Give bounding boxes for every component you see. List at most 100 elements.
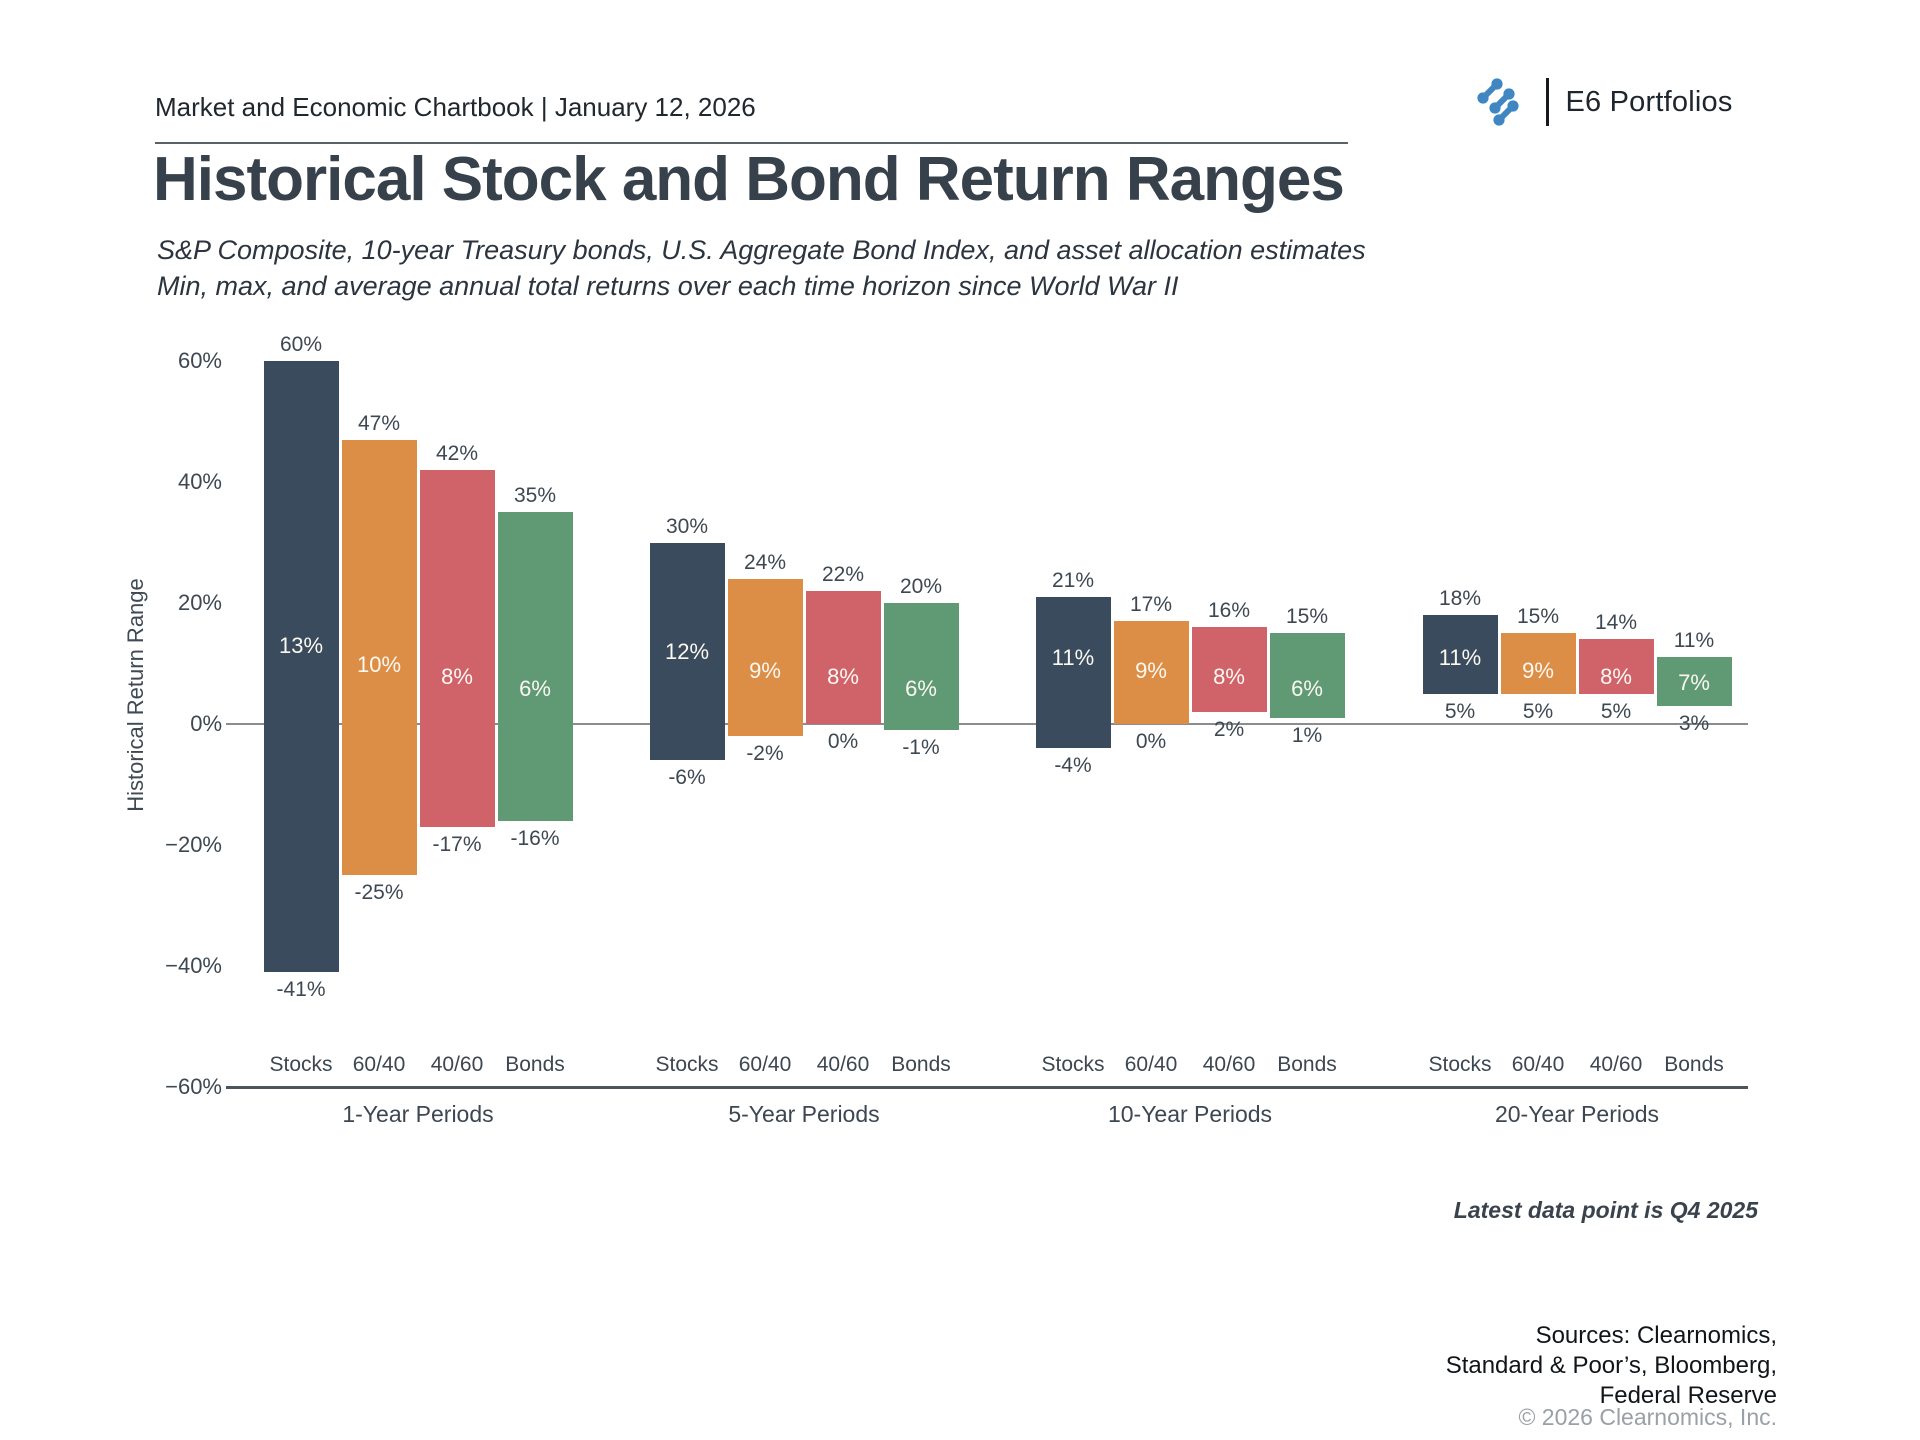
max-label: 35% <box>513 484 557 508</box>
max-label: 60% <box>279 333 323 356</box>
min-label: 0% <box>827 730 859 753</box>
chartbook-header: Market and Economic Chartbook | January … <box>155 92 756 122</box>
y-tick-label: 40% <box>177 469 222 494</box>
bar-20-year-periods-stocks <box>1422 615 1498 694</box>
bar-20-year-periods-bonds <box>1656 657 1732 706</box>
category-label-stocks: Stocks <box>1428 1053 1492 1076</box>
y-tick-label: −20% <box>165 832 222 857</box>
bar-1-year-periods-40-60 <box>419 469 495 827</box>
avg-label: 9% <box>1522 657 1554 683</box>
category-label-stocks: Stocks <box>655 1053 719 1076</box>
sources-line-3: Federal Reserve <box>1599 1382 1777 1409</box>
category-label-40-60: 40/60 <box>430 1053 484 1076</box>
max-label: 24% <box>743 550 787 574</box>
min-label: 5% <box>1600 699 1632 723</box>
header-divider <box>155 142 1348 144</box>
avg-label: 13% <box>278 633 324 659</box>
brand-lockup: E6 Portfolios <box>1472 74 1733 130</box>
avg-label: 6% <box>519 675 551 701</box>
y-tick-label: −40% <box>165 953 222 978</box>
bar-5-year-periods-bonds <box>883 603 959 731</box>
max-label: 14% <box>1594 611 1638 635</box>
category-label-stocks: Stocks <box>269 1053 333 1076</box>
e6-logo-icon <box>1477 78 1519 126</box>
x-axis-line <box>226 1086 1748 1089</box>
max-label: 17% <box>1129 593 1173 617</box>
group-label-1-year-periods: 1-Year Periods <box>342 1101 494 1127</box>
avg-label: 11% <box>1438 645 1482 671</box>
bar-20-year-periods-40-60 <box>1578 639 1654 694</box>
category-label-40-60: 40/60 <box>1202 1053 1256 1076</box>
avg-label: 12% <box>664 639 710 665</box>
brand-divider <box>1546 78 1549 126</box>
bar-10-year-periods-bonds <box>1269 633 1345 718</box>
category-label-bonds: Bonds <box>1277 1053 1337 1076</box>
avg-label: 8% <box>1213 663 1245 689</box>
avg-label: 11% <box>1051 645 1095 671</box>
max-label: 47% <box>357 411 401 435</box>
avg-label: 9% <box>1135 657 1167 683</box>
bar-10-year-periods-60-40 <box>1113 621 1189 724</box>
sources-line-1: Sources: Clearnomics, <box>1535 1322 1777 1349</box>
y-tick-label: 60% <box>177 348 222 373</box>
group-label-5-year-periods: 5-Year Periods <box>728 1101 880 1127</box>
zero-line <box>226 723 1748 725</box>
page-subtitle: S&P Composite, 10-year Treasury bonds, U… <box>157 232 1366 304</box>
copyright: © 2026 Clearnomics, Inc. <box>1518 1404 1777 1430</box>
category-label-40-60: 40/60 <box>816 1053 870 1076</box>
min-label: -16% <box>510 826 560 850</box>
sources-block: Sources: Clearnomics, Standard & Poor’s,… <box>1446 1321 1777 1411</box>
max-label: 18% <box>1438 587 1482 611</box>
category-label-60-40: 60/40 <box>1511 1053 1565 1076</box>
avg-label: 6% <box>1291 675 1323 701</box>
bar-5-year-periods-60-40 <box>727 578 803 737</box>
page-title: Historical Stock and Bond Return Ranges <box>153 145 1345 214</box>
y-tick-label: 0% <box>190 711 222 736</box>
category-label-60-40: 60/40 <box>738 1053 792 1076</box>
bar-5-year-periods-stocks <box>649 542 725 761</box>
category-label-bonds: Bonds <box>891 1053 951 1076</box>
sources-line-2: Standard & Poor’s, Bloomberg, <box>1445 1352 1777 1379</box>
bar-1-year-periods-bonds <box>497 512 573 821</box>
avg-label: 10% <box>356 651 402 677</box>
category-label-60-40: 60/40 <box>352 1053 406 1076</box>
brand-name: E6 Portfolios <box>1565 85 1733 118</box>
min-label: -6% <box>668 766 706 790</box>
max-label: 22% <box>821 562 865 586</box>
max-label: 15% <box>1516 605 1560 629</box>
bar-1-year-periods-stocks <box>263 361 339 973</box>
bar-1-year-periods-60-40 <box>341 439 417 876</box>
avg-label: 8% <box>827 663 859 689</box>
max-label: 20% <box>899 575 943 598</box>
min-label: -25% <box>354 881 404 905</box>
min-label: -2% <box>746 742 784 766</box>
min-label: -1% <box>902 736 940 760</box>
max-label: 21% <box>1051 568 1095 592</box>
min-label: -41% <box>276 978 326 1002</box>
min-label: 5% <box>1522 699 1554 723</box>
max-label: 11% <box>1673 629 1715 653</box>
min-label: 3% <box>1678 711 1710 735</box>
avg-label: 8% <box>441 663 473 689</box>
min-label: -4% <box>1054 754 1092 778</box>
min-label: 2% <box>1213 717 1245 741</box>
max-label: 42% <box>435 441 479 465</box>
group-label-20-year-periods: 20-Year Periods <box>1494 1101 1660 1127</box>
bar-10-year-periods-stocks <box>1035 596 1111 749</box>
min-label: 0% <box>1135 730 1167 753</box>
avg-label: 7% <box>1678 669 1710 695</box>
subtitle-line-1: S&P Composite, 10-year Treasury bonds, U… <box>157 235 1366 265</box>
y-tick-label: −60% <box>165 1074 222 1099</box>
max-label: 30% <box>665 514 709 538</box>
bar-5-year-periods-40-60 <box>805 590 881 724</box>
category-label-stocks: Stocks <box>1041 1053 1105 1076</box>
category-label-bonds: Bonds <box>1664 1053 1724 1076</box>
bar-10-year-periods-40-60 <box>1191 627 1267 712</box>
y-tick-label: 20% <box>177 590 222 615</box>
min-label: 5% <box>1444 699 1476 723</box>
footnote: Latest data point is Q4 2025 <box>1453 1197 1758 1223</box>
max-label: 15% <box>1285 605 1329 629</box>
bar-20-year-periods-60-40 <box>1500 633 1576 694</box>
group-label-10-year-periods: 10-Year Periods <box>1107 1101 1273 1127</box>
